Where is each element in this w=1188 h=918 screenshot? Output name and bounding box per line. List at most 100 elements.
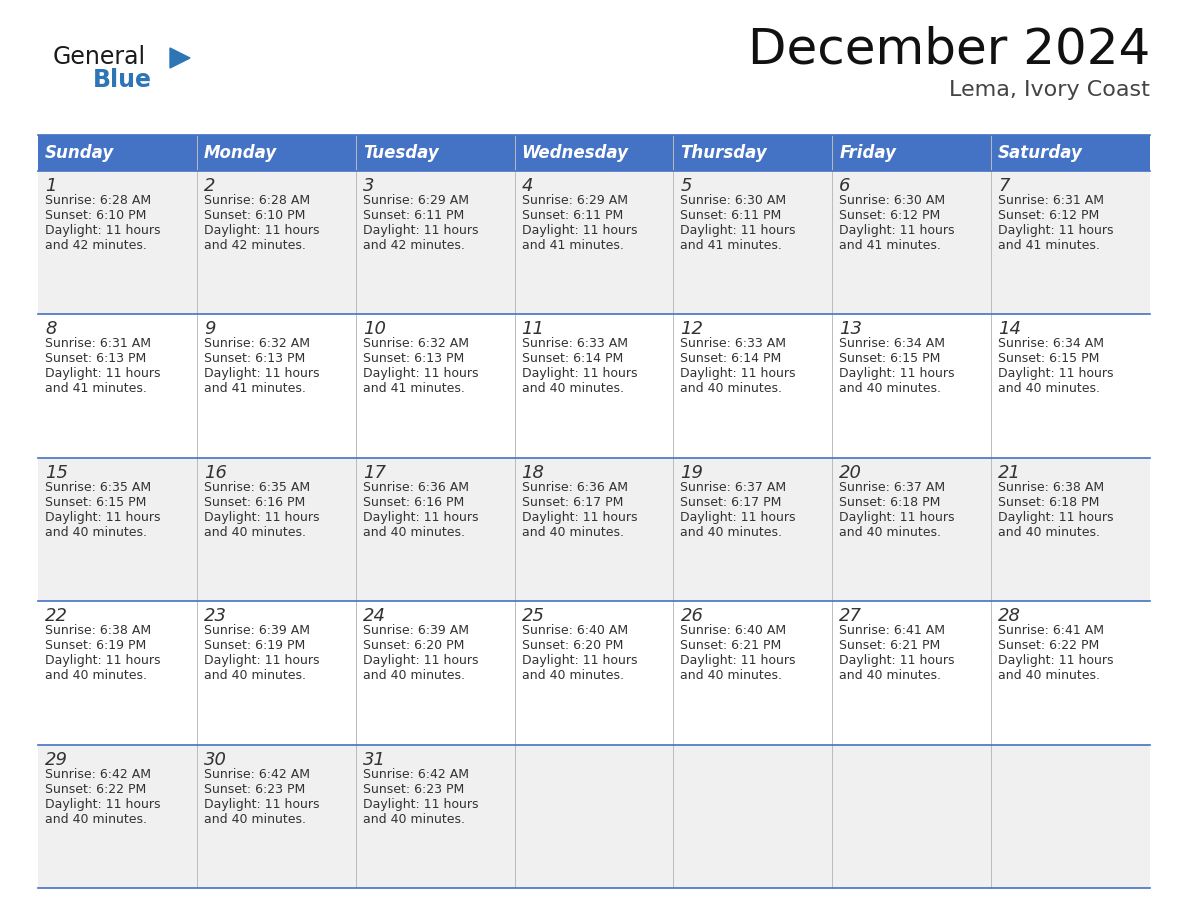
Text: and 42 minutes.: and 42 minutes. <box>204 239 305 252</box>
Text: Daylight: 11 hours: Daylight: 11 hours <box>204 510 320 524</box>
Text: Daylight: 11 hours: Daylight: 11 hours <box>45 224 160 237</box>
Text: Sunrise: 6:39 AM: Sunrise: 6:39 AM <box>362 624 469 637</box>
Bar <box>674 744 833 888</box>
Text: and 40 minutes.: and 40 minutes. <box>522 526 624 539</box>
Text: and 41 minutes.: and 41 minutes. <box>681 239 783 252</box>
Text: 24: 24 <box>362 607 386 625</box>
Text: Daylight: 11 hours: Daylight: 11 hours <box>998 655 1113 667</box>
Text: Daylight: 11 hours: Daylight: 11 hours <box>45 798 160 811</box>
Text: and 40 minutes.: and 40 minutes. <box>522 383 624 396</box>
Bar <box>991 314 1150 458</box>
Text: Saturday: Saturday <box>998 144 1083 162</box>
Text: Daylight: 11 hours: Daylight: 11 hours <box>45 367 160 380</box>
Bar <box>991 744 1150 888</box>
Text: Sunrise: 6:30 AM: Sunrise: 6:30 AM <box>681 194 786 207</box>
Text: Sunrise: 6:30 AM: Sunrise: 6:30 AM <box>839 194 946 207</box>
Text: 29: 29 <box>45 751 68 768</box>
Text: 15: 15 <box>45 464 68 482</box>
Text: Sunrise: 6:31 AM: Sunrise: 6:31 AM <box>998 194 1104 207</box>
Text: Daylight: 11 hours: Daylight: 11 hours <box>998 367 1113 380</box>
Text: Friday: Friday <box>839 144 896 162</box>
Text: Sunset: 6:22 PM: Sunset: 6:22 PM <box>998 639 1099 652</box>
Text: General: General <box>53 45 146 69</box>
Bar <box>355 744 514 888</box>
Text: Daylight: 11 hours: Daylight: 11 hours <box>998 510 1113 524</box>
Text: Daylight: 11 hours: Daylight: 11 hours <box>681 367 796 380</box>
Bar <box>38 171 197 314</box>
Bar <box>674 601 833 744</box>
Text: Monday: Monday <box>204 144 277 162</box>
Text: Sunrise: 6:36 AM: Sunrise: 6:36 AM <box>522 481 627 494</box>
Text: Sunrise: 6:33 AM: Sunrise: 6:33 AM <box>681 338 786 351</box>
Text: and 41 minutes.: and 41 minutes. <box>204 383 305 396</box>
Text: 8: 8 <box>45 320 57 339</box>
Text: Daylight: 11 hours: Daylight: 11 hours <box>998 224 1113 237</box>
Text: 23: 23 <box>204 607 227 625</box>
Text: Daylight: 11 hours: Daylight: 11 hours <box>522 367 637 380</box>
Text: Sunrise: 6:41 AM: Sunrise: 6:41 AM <box>839 624 946 637</box>
Text: Sunset: 6:23 PM: Sunset: 6:23 PM <box>362 783 465 796</box>
Text: Daylight: 11 hours: Daylight: 11 hours <box>204 798 320 811</box>
Bar <box>38 314 197 458</box>
Text: 5: 5 <box>681 177 691 195</box>
Text: Daylight: 11 hours: Daylight: 11 hours <box>362 798 479 811</box>
Text: 19: 19 <box>681 464 703 482</box>
Text: Daylight: 11 hours: Daylight: 11 hours <box>45 510 160 524</box>
Bar <box>355 171 514 314</box>
Text: and 40 minutes.: and 40 minutes. <box>362 812 465 825</box>
Text: Sunset: 6:15 PM: Sunset: 6:15 PM <box>998 353 1100 365</box>
Text: Daylight: 11 hours: Daylight: 11 hours <box>522 224 637 237</box>
Text: Sunrise: 6:39 AM: Sunrise: 6:39 AM <box>204 624 310 637</box>
Text: 9: 9 <box>204 320 215 339</box>
Text: Sunset: 6:17 PM: Sunset: 6:17 PM <box>522 496 623 509</box>
Text: and 40 minutes.: and 40 minutes. <box>204 669 305 682</box>
Text: Sunrise: 6:38 AM: Sunrise: 6:38 AM <box>998 481 1105 494</box>
Text: Sunset: 6:14 PM: Sunset: 6:14 PM <box>681 353 782 365</box>
Bar <box>833 744 991 888</box>
Text: Sunset: 6:17 PM: Sunset: 6:17 PM <box>681 496 782 509</box>
Bar <box>674 458 833 601</box>
Text: and 40 minutes.: and 40 minutes. <box>45 526 147 539</box>
Bar <box>38 458 197 601</box>
Text: Sunrise: 6:37 AM: Sunrise: 6:37 AM <box>681 481 786 494</box>
Text: and 40 minutes.: and 40 minutes. <box>45 669 147 682</box>
Bar <box>674 171 833 314</box>
Text: 10: 10 <box>362 320 386 339</box>
Bar <box>197 601 355 744</box>
Bar <box>514 458 674 601</box>
Text: Sunset: 6:15 PM: Sunset: 6:15 PM <box>45 496 146 509</box>
Text: and 42 minutes.: and 42 minutes. <box>45 239 147 252</box>
Text: Sunrise: 6:42 AM: Sunrise: 6:42 AM <box>45 767 151 780</box>
Text: Sunset: 6:10 PM: Sunset: 6:10 PM <box>204 209 305 222</box>
Text: 18: 18 <box>522 464 544 482</box>
Text: Sunset: 6:11 PM: Sunset: 6:11 PM <box>362 209 465 222</box>
Text: and 40 minutes.: and 40 minutes. <box>839 383 941 396</box>
Bar <box>38 744 197 888</box>
Text: Sunrise: 6:36 AM: Sunrise: 6:36 AM <box>362 481 469 494</box>
Text: Daylight: 11 hours: Daylight: 11 hours <box>839 224 955 237</box>
Bar <box>38 135 1150 171</box>
Text: Tuesday: Tuesday <box>362 144 438 162</box>
Text: Sunset: 6:13 PM: Sunset: 6:13 PM <box>45 353 146 365</box>
Text: and 41 minutes.: and 41 minutes. <box>998 239 1100 252</box>
Text: 25: 25 <box>522 607 544 625</box>
Text: Daylight: 11 hours: Daylight: 11 hours <box>362 655 479 667</box>
Bar <box>991 171 1150 314</box>
Text: and 41 minutes.: and 41 minutes. <box>45 383 147 396</box>
Text: Daylight: 11 hours: Daylight: 11 hours <box>681 655 796 667</box>
Text: Sunset: 6:23 PM: Sunset: 6:23 PM <box>204 783 305 796</box>
Text: Sunrise: 6:33 AM: Sunrise: 6:33 AM <box>522 338 627 351</box>
Text: Daylight: 11 hours: Daylight: 11 hours <box>204 224 320 237</box>
Bar <box>991 601 1150 744</box>
Bar <box>355 458 514 601</box>
Bar <box>197 171 355 314</box>
Bar <box>38 601 197 744</box>
Text: Sunset: 6:16 PM: Sunset: 6:16 PM <box>204 496 305 509</box>
Bar <box>674 314 833 458</box>
Text: and 40 minutes.: and 40 minutes. <box>681 383 783 396</box>
Text: 27: 27 <box>839 607 862 625</box>
Text: 21: 21 <box>998 464 1022 482</box>
Text: Sunrise: 6:29 AM: Sunrise: 6:29 AM <box>522 194 627 207</box>
Text: 17: 17 <box>362 464 386 482</box>
Text: Daylight: 11 hours: Daylight: 11 hours <box>362 510 479 524</box>
